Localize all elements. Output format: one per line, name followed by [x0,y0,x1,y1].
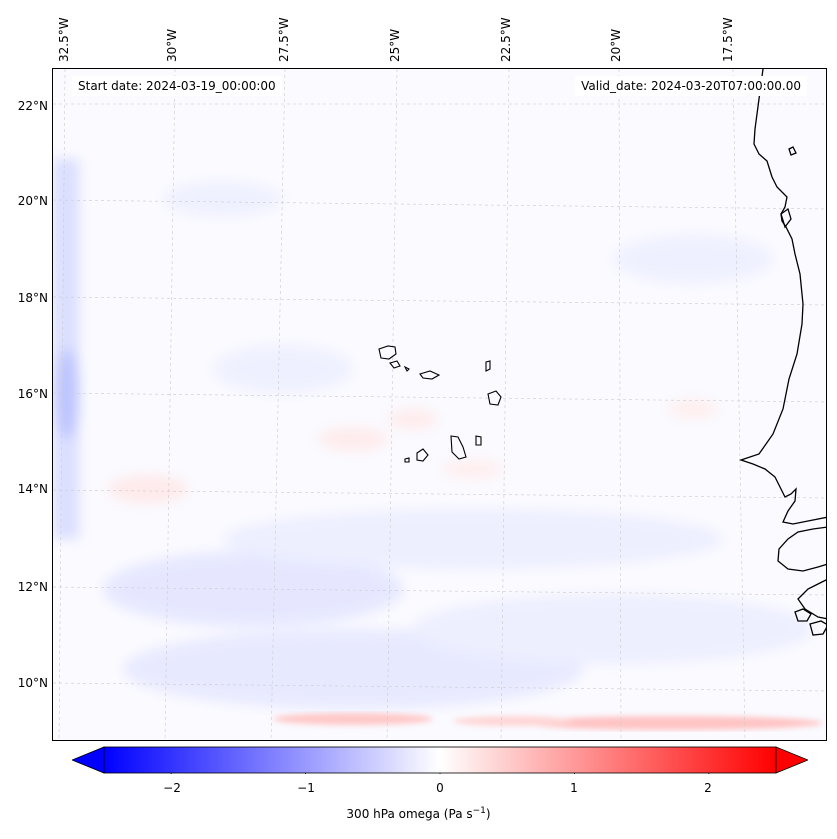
lon-label-32-5w: 32.5°W [57,17,71,62]
omega-positive-band [453,716,573,726]
lat-gridline [53,296,826,306]
lon-label-30w: 30°W [165,28,179,62]
graticule [53,69,826,740]
colorbar-tick-label: 1 [570,781,578,795]
coastline-africa [738,69,826,525]
colorbar-title: 300 hPa omega (Pa s−1) [0,806,837,821]
omega-negative-region [223,509,723,569]
lon-label-25w: 25°W [388,28,402,62]
island-sal [485,360,491,372]
omega-positive-band [273,713,433,725]
island-sao-nicolau [419,370,441,380]
coastline-gambia [777,526,826,572]
lat-label-22n: 22°N [17,99,48,113]
omega-positive-region [318,427,388,451]
omega-negative-region [163,181,283,217]
lat-label-18n: 18°N [17,291,48,305]
lon-gridline [164,69,176,740]
island-maio [475,435,482,446]
map-canvas [53,69,826,740]
lat-label-20n: 20°N [17,194,48,208]
omega-negative-region [213,344,353,394]
omega-negative-region [55,349,79,439]
coastline-guinea-bissau [797,579,826,620]
start-date-label: Start date: 2024-03-19_00:00:00 [72,76,282,96]
colorbar-title-suffix: ) [485,807,491,821]
lon-gridline [618,69,622,740]
coastline-islet [794,608,812,622]
lon-gridline [732,69,746,740]
colorbar [72,746,808,774]
coastline-islet [809,620,826,636]
lat-gridline [53,392,826,403]
omega-positive-region [108,475,188,503]
island-brava [404,457,410,463]
island-sao-vicente [389,360,401,369]
colorbar-tick-label: −1 [297,781,315,795]
omega-negative-region [613,234,773,284]
lon-gridline [500,69,510,740]
lat-label-12n: 12°N [17,580,48,594]
island-santo-antao [378,345,397,360]
lon-label-22-5w: 22.5°W [499,17,513,62]
omega-positive-region [668,399,718,419]
island-boa-vista [487,390,502,406]
lon-label-20w: 20°W [609,28,623,62]
colorbar-tick-marks [170,773,710,774]
coastline-islet [780,207,792,229]
omega-positive-band [523,716,823,730]
colorbar-tick-label: 0 [436,781,444,795]
island-fogo [416,448,429,462]
lon-label-17-5w: 17.5°W [721,17,735,62]
lon-gridline [386,69,398,740]
lat-label-16n: 16°N [17,387,48,401]
lon-label-27-5w: 27.5°W [277,17,291,62]
colorbar-tick-label: 2 [704,781,712,795]
lat-label-14n: 14°N [17,482,48,496]
omega-negative-region [413,594,813,664]
coastline [738,69,826,636]
colorbar-title-prefix: 300 hPa omega (Pa s [346,807,473,821]
colorbar-max-extend [775,746,808,774]
valid-date-label: Valid_date: 2024-03-20T07:00:00.00 [575,76,807,96]
map-panel[interactable] [52,68,827,741]
island-santa-luzia [403,365,410,372]
lon-gridline [270,69,286,740]
colorbar-title-exponent: −1 [472,806,486,816]
lat-label-10n: 10°N [17,676,48,690]
omega-field [53,159,823,730]
omega-negative-region [53,159,79,539]
omega-positive-region [388,409,438,429]
lon-gridline [58,69,66,740]
colorbar-gradient [103,746,777,774]
colorbar-tick-label: −2 [163,781,181,795]
colorbar-min-extend [72,746,105,774]
coastline-islet [788,146,797,156]
cape-verde-islands [378,345,502,463]
island-santiago [450,435,467,460]
omega-positive-region [443,459,503,479]
